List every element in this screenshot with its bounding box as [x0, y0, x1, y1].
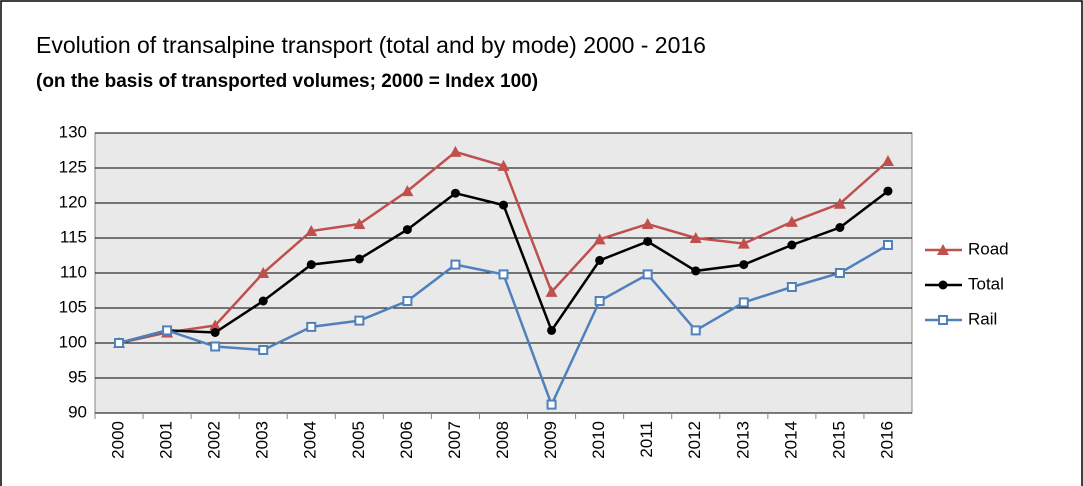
marker — [690, 325, 701, 336]
x-tick-label: 2010 — [589, 421, 608, 459]
marker — [401, 185, 414, 197]
x-tick-label: 2013 — [733, 421, 752, 459]
marker — [402, 225, 412, 235]
marker — [834, 268, 845, 278]
marker — [835, 223, 845, 232]
marker — [689, 232, 702, 243]
x-tick-label: 2006 — [397, 421, 416, 459]
x-tick-label: 2002 — [205, 421, 224, 459]
y-tick-label: 120 — [59, 192, 87, 211]
x-tick-label: 2007 — [445, 421, 464, 459]
y-tick-label: 100 — [59, 332, 87, 351]
marker — [402, 296, 413, 306]
marker — [938, 315, 948, 325]
y-tick-label: 105 — [59, 297, 87, 316]
marker — [354, 315, 365, 326]
marker — [450, 188, 460, 198]
legend-label: Road — [968, 239, 1009, 258]
marker — [595, 255, 605, 265]
x-tick-label: 2005 — [349, 421, 368, 459]
marker — [449, 145, 462, 157]
marker — [354, 254, 364, 264]
x-tick-label: 2012 — [685, 421, 704, 459]
x-tick-label: 2014 — [781, 421, 800, 459]
marker — [353, 218, 366, 229]
marker — [497, 159, 510, 171]
marker — [258, 345, 269, 355]
y-tick-label: 110 — [60, 262, 87, 281]
marker — [882, 240, 893, 250]
x-tick-label: 2004 — [301, 421, 320, 459]
marker — [643, 237, 653, 246]
marker — [499, 200, 508, 210]
x-tick-label: 2000 — [109, 421, 128, 459]
marker — [209, 319, 222, 331]
y-tick-label: 95 — [68, 367, 87, 386]
marker — [547, 325, 557, 335]
x-tick-label: 2011 — [637, 421, 656, 458]
marker — [546, 399, 557, 410]
marker — [737, 237, 750, 249]
x-tick-label: 2016 — [877, 421, 896, 459]
marker — [258, 296, 268, 306]
marker — [739, 260, 749, 270]
chart-title: Evolution of transalpine transport (tota… — [36, 32, 706, 58]
y-tick-label: 90 — [68, 402, 87, 421]
marker — [642, 269, 653, 280]
x-tick-label: 2008 — [493, 421, 512, 459]
x-tick-label: 2015 — [829, 421, 848, 459]
marker — [210, 328, 220, 337]
marker — [738, 297, 749, 308]
marker — [305, 225, 318, 236]
x-tick-label: 2009 — [541, 421, 560, 459]
marker — [881, 155, 894, 166]
y-tick-label: 125 — [59, 157, 87, 176]
marker — [162, 325, 173, 336]
legend-label: Rail — [968, 309, 997, 328]
y-tick-label: 115 — [60, 227, 87, 246]
marker — [937, 244, 949, 255]
chart-subtitle: (on the basis of transported volumes; 20… — [36, 71, 538, 92]
marker — [833, 197, 846, 209]
marker — [594, 296, 605, 306]
marker — [786, 282, 797, 292]
marker — [883, 186, 893, 196]
marker — [450, 259, 461, 270]
marker — [593, 233, 606, 245]
marker — [257, 267, 270, 278]
x-tick-label: 2003 — [253, 421, 272, 459]
y-tick-label: 130 — [59, 122, 87, 141]
marker — [691, 266, 701, 276]
marker — [498, 269, 509, 280]
x-tick-label: 2001 — [157, 421, 176, 459]
marker — [306, 260, 316, 270]
marker — [545, 285, 558, 297]
marker — [787, 240, 797, 250]
marker — [641, 218, 654, 229]
legend-label: Total — [968, 274, 1004, 293]
marker — [306, 321, 317, 332]
marker — [938, 280, 948, 290]
marker — [785, 215, 798, 227]
marker — [114, 338, 125, 348]
marker — [210, 341, 221, 352]
